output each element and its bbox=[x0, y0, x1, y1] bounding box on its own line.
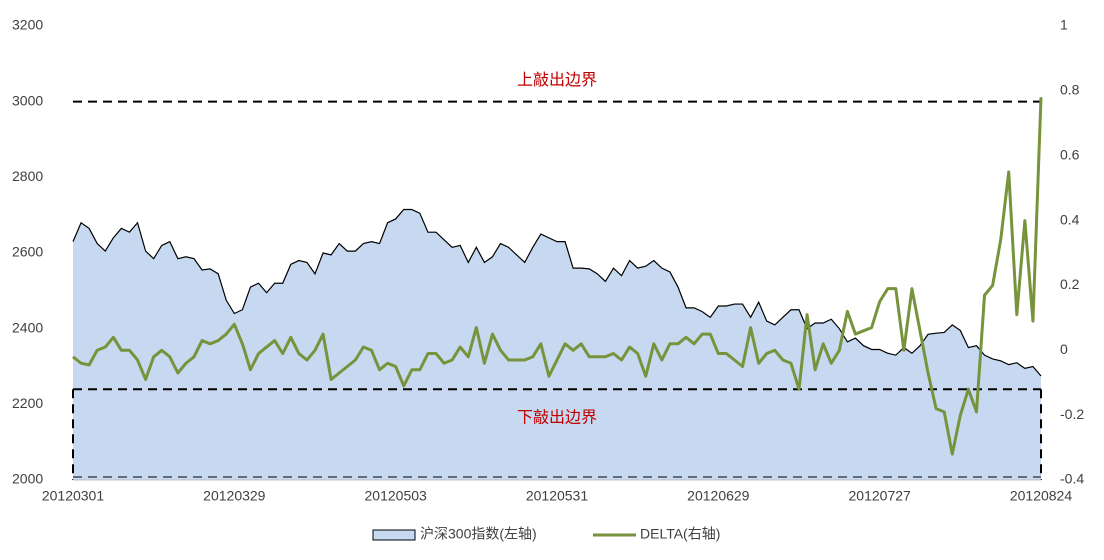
legend-label: 沪深300指数(左轴) bbox=[420, 526, 537, 542]
y-tick-label: 2200 bbox=[12, 395, 43, 411]
barrier-label: 上敲出边界 bbox=[517, 70, 597, 89]
legend-swatch bbox=[372, 529, 416, 541]
area bbox=[73, 209, 1041, 480]
x-tick-label: 20120727 bbox=[849, 488, 912, 504]
y2-tick-label: 1 bbox=[1060, 17, 1068, 33]
x-tick-label: 20120329 bbox=[203, 488, 266, 504]
x-tick-label: 20120531 bbox=[526, 488, 589, 504]
y2-tick-label: 0 bbox=[1060, 341, 1068, 357]
delta-line bbox=[72, 97, 1043, 456]
y2-tick-label: -0.2 bbox=[1060, 406, 1084, 422]
y-tick-label: 2600 bbox=[12, 244, 43, 260]
y2-tick-label: 0.4 bbox=[1060, 211, 1080, 227]
y-tick-label: 2800 bbox=[12, 168, 43, 184]
y2-tick-label: -0.4 bbox=[1060, 471, 1084, 487]
x-tick-label: 20120824 bbox=[1010, 488, 1073, 504]
y-tick-label: 3200 bbox=[12, 17, 43, 33]
y-tick-label: 2000 bbox=[12, 471, 43, 487]
y2-tick-label: 0.6 bbox=[1060, 146, 1080, 162]
area-outline bbox=[72, 208, 1042, 377]
y2-tick-label: 0.8 bbox=[1060, 82, 1080, 98]
barrier-label: 下敲出边界 bbox=[517, 408, 597, 427]
y-tick-label: 3000 bbox=[12, 92, 43, 108]
y2-tick-label: 0.2 bbox=[1060, 276, 1080, 292]
x-tick-label: 20120629 bbox=[687, 488, 750, 504]
y-tick-label: 2400 bbox=[12, 319, 43, 335]
x-tick-label: 20120301 bbox=[42, 488, 105, 504]
x-tick-label: 20120503 bbox=[365, 488, 428, 504]
legend-label: DELTA(右轴) bbox=[640, 526, 720, 542]
